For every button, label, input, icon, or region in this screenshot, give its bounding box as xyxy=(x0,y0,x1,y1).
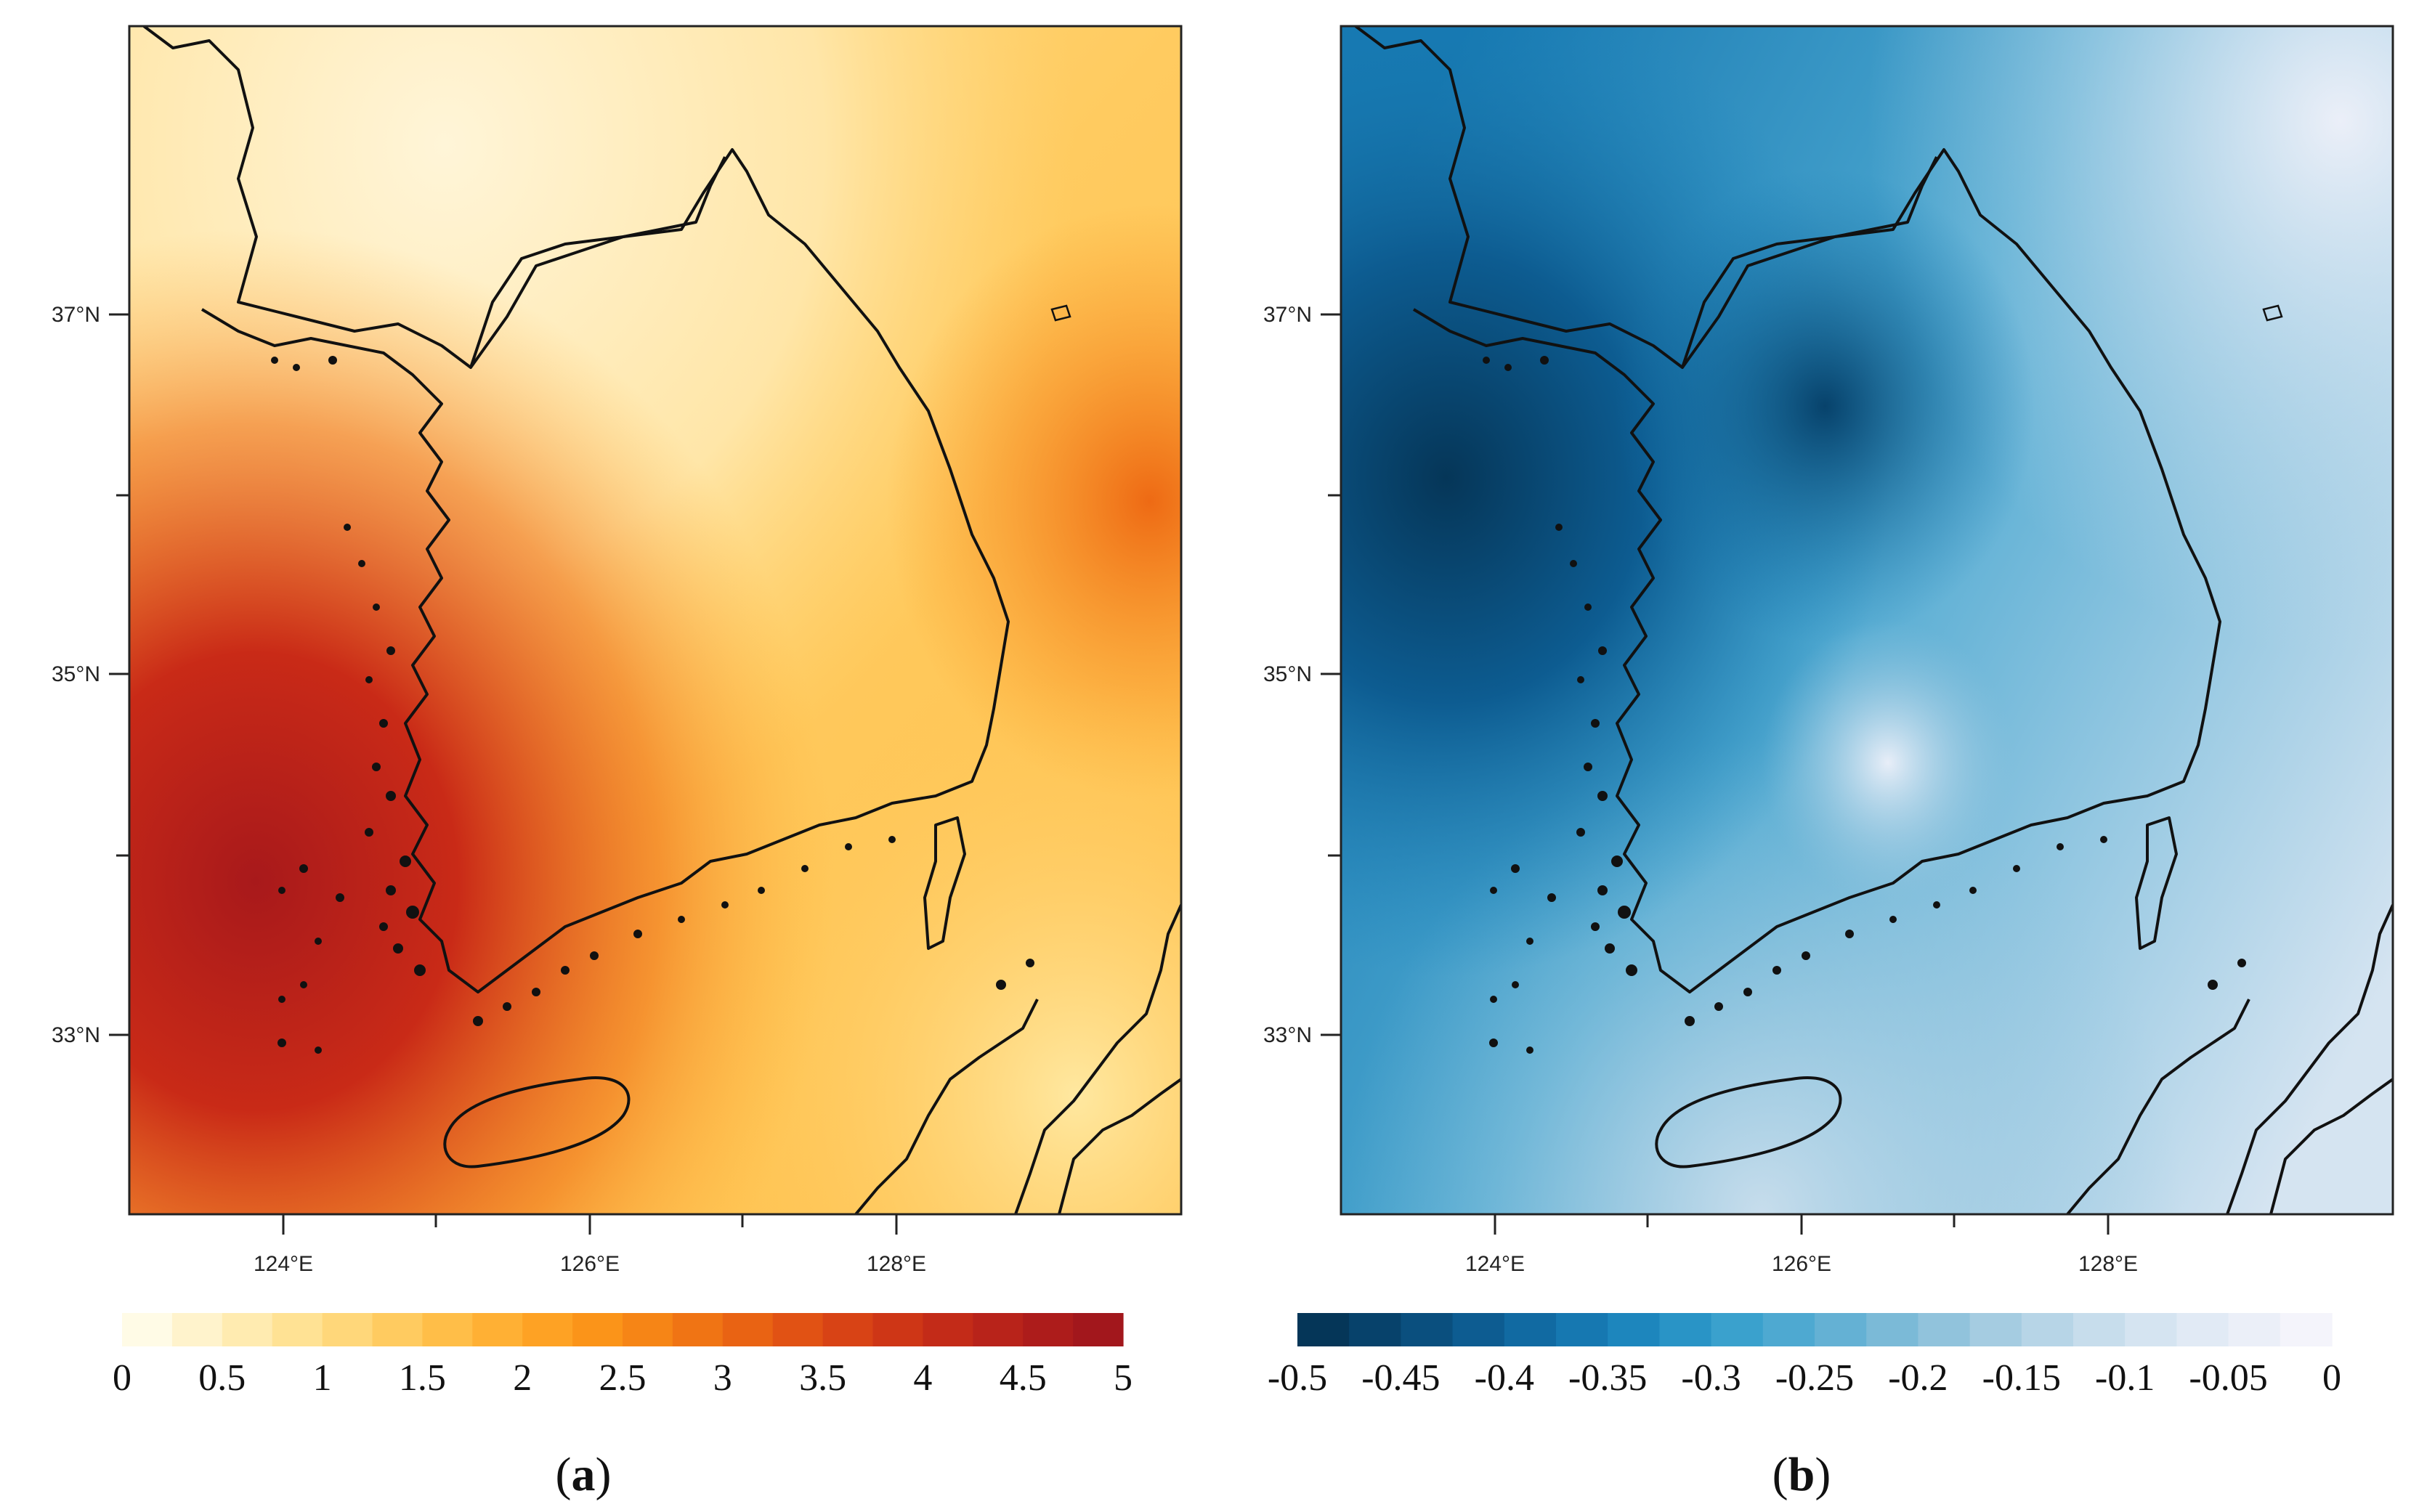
colorbar-tick-label: 3 xyxy=(713,1357,732,1399)
colorbar-swatch xyxy=(1815,1313,1867,1346)
colorbar-tick-label: 2.5 xyxy=(599,1357,647,1399)
colorbar-tick-label: 4 xyxy=(913,1357,932,1399)
colorbar-tick-label: -0.45 xyxy=(1361,1357,1440,1399)
y-tick-label: 33°N xyxy=(1263,1023,1312,1047)
colorbar-swatch xyxy=(222,1313,273,1346)
colorbar-tick-label: -0.05 xyxy=(2189,1357,2267,1399)
panel-b-field xyxy=(1341,26,2393,1214)
colorbar-swatch xyxy=(322,1313,373,1346)
y-tick-label: 35°N xyxy=(52,662,100,686)
colorbar-tick-label: -0.3 xyxy=(1681,1357,1741,1399)
colorbar-swatch xyxy=(2021,1313,2074,1346)
colorbar-swatch xyxy=(1866,1313,1918,1346)
colorbar-tick-label: -0.1 xyxy=(2095,1357,2155,1399)
colorbar-swatch xyxy=(1969,1313,2022,1346)
colorbar-tick-label: -0.5 xyxy=(1268,1357,1327,1399)
colorbar-tick-label: 3.5 xyxy=(799,1357,846,1399)
panel-b: 37°N 35°N 33°N 124°E 126°E 128°E -0.5 -0.… xyxy=(1263,25,2394,1501)
colorbar-swatch xyxy=(1023,1313,1074,1346)
panel-a-frame xyxy=(128,25,1183,1216)
colorbar-tick-label: -0.35 xyxy=(1568,1357,1647,1399)
panel-b-label: (b) xyxy=(1772,1448,1831,1501)
panel-b-x-axis: 124°E 126°E 128°E xyxy=(1465,1214,2138,1276)
panel-a-letter: a xyxy=(572,1448,596,1501)
colorbar-swatch xyxy=(1762,1313,1815,1346)
x-tick-label: 124°E xyxy=(1465,1252,1525,1276)
colorbar-swatch xyxy=(1711,1313,1764,1346)
colorbar-tick-label: 0.5 xyxy=(198,1357,246,1399)
x-tick-label: 126°E xyxy=(1772,1252,1831,1276)
x-tick-label: 124°E xyxy=(254,1252,313,1276)
colorbar-swatch xyxy=(872,1313,923,1346)
colorbar-swatch xyxy=(2125,1313,2177,1346)
x-tick-label: 128°E xyxy=(2078,1252,2138,1276)
colorbar-swatch xyxy=(822,1313,874,1346)
colorbar-swatch xyxy=(1452,1313,1505,1346)
colorbar-swatch xyxy=(1401,1313,1454,1346)
colorbar-swatch xyxy=(772,1313,824,1346)
panel-a-x-axis: 124°E 126°E 128°E xyxy=(254,1214,926,1276)
colorbar-tick-label: 2 xyxy=(513,1357,532,1399)
colorbar-swatch xyxy=(472,1313,523,1346)
colorbar-tick-label: 4.5 xyxy=(1000,1357,1047,1399)
colorbar-swatch xyxy=(572,1313,623,1346)
panel-b-frame xyxy=(1340,25,2394,1216)
colorbar-swatch xyxy=(2228,1313,2281,1346)
y-tick-label: 33°N xyxy=(52,1023,100,1047)
panel-a-y-axis: 37°N 35°N 33°N xyxy=(52,303,129,1047)
colorbar-swatch xyxy=(422,1313,473,1346)
x-tick-label: 126°E xyxy=(560,1252,620,1276)
colorbar-tick-label: 1 xyxy=(313,1357,332,1399)
y-tick-label: 35°N xyxy=(1263,662,1312,686)
x-tick-label: 128°E xyxy=(867,1252,926,1276)
colorbar-tick-label: 1.5 xyxy=(399,1357,446,1399)
panel-b-colorbar-labels: -0.5 -0.45 -0.4 -0.35 -0.3 -0.25 -0.2 -0.15 -0.1… xyxy=(1268,1357,2341,1399)
colorbar-swatch xyxy=(122,1313,173,1346)
panel-a-colorbar xyxy=(122,1313,1124,1346)
colorbar-swatch xyxy=(522,1313,573,1346)
panel-a-label: (a) xyxy=(556,1448,612,1501)
colorbar-swatch xyxy=(1297,1313,1350,1346)
colorbar-swatch xyxy=(1918,1313,1971,1346)
panel-a-colorbar-labels: 0 0.5 1 1.5 2 2.5 3 3.5 4 4.5 5 xyxy=(113,1357,1132,1399)
colorbar-tick-label: 0 xyxy=(2322,1357,2341,1399)
colorbar-swatch xyxy=(1349,1313,1401,1346)
colorbar-swatch xyxy=(623,1313,673,1346)
colorbar-swatch xyxy=(171,1313,223,1346)
panel-a-field xyxy=(129,26,1181,1214)
colorbar-tick-label: -0.4 xyxy=(1475,1357,1534,1399)
colorbar-swatch xyxy=(973,1313,1024,1346)
y-tick-label: 37°N xyxy=(52,303,100,327)
colorbar-tick-label: -0.15 xyxy=(1982,1357,2061,1399)
colorbar-tick-label: 5 xyxy=(1114,1357,1132,1399)
colorbar-swatch xyxy=(722,1313,774,1346)
colorbar-tick-label: -0.25 xyxy=(1775,1357,1854,1399)
panel-b-y-axis: 37°N 35°N 33°N xyxy=(1263,303,1341,1047)
colorbar-swatch xyxy=(1608,1313,1660,1346)
colorbar-swatch xyxy=(923,1313,973,1346)
colorbar-tick-label: -0.2 xyxy=(1888,1357,1948,1399)
colorbar-swatch xyxy=(2073,1313,2126,1346)
colorbar-swatch xyxy=(1659,1313,1712,1346)
panel-b-colorbar xyxy=(1297,1313,2333,1346)
colorbar-swatch xyxy=(672,1313,724,1346)
y-tick-label: 37°N xyxy=(1263,303,1312,327)
colorbar-swatch xyxy=(1504,1313,1557,1346)
colorbar-tick-label: 0 xyxy=(113,1357,131,1399)
colorbar-swatch xyxy=(272,1313,323,1346)
colorbar-swatch xyxy=(2176,1313,2229,1346)
colorbar-swatch xyxy=(2280,1313,2333,1346)
colorbar-swatch xyxy=(1073,1313,1124,1346)
panel-a: 37°N 35°N 33°N 124°E 126°E 128°E 0 0.5 1 1.… xyxy=(52,25,1183,1501)
colorbar-swatch xyxy=(1556,1313,1608,1346)
colorbar-swatch xyxy=(372,1313,423,1346)
panel-b-letter: b xyxy=(1788,1448,1815,1501)
